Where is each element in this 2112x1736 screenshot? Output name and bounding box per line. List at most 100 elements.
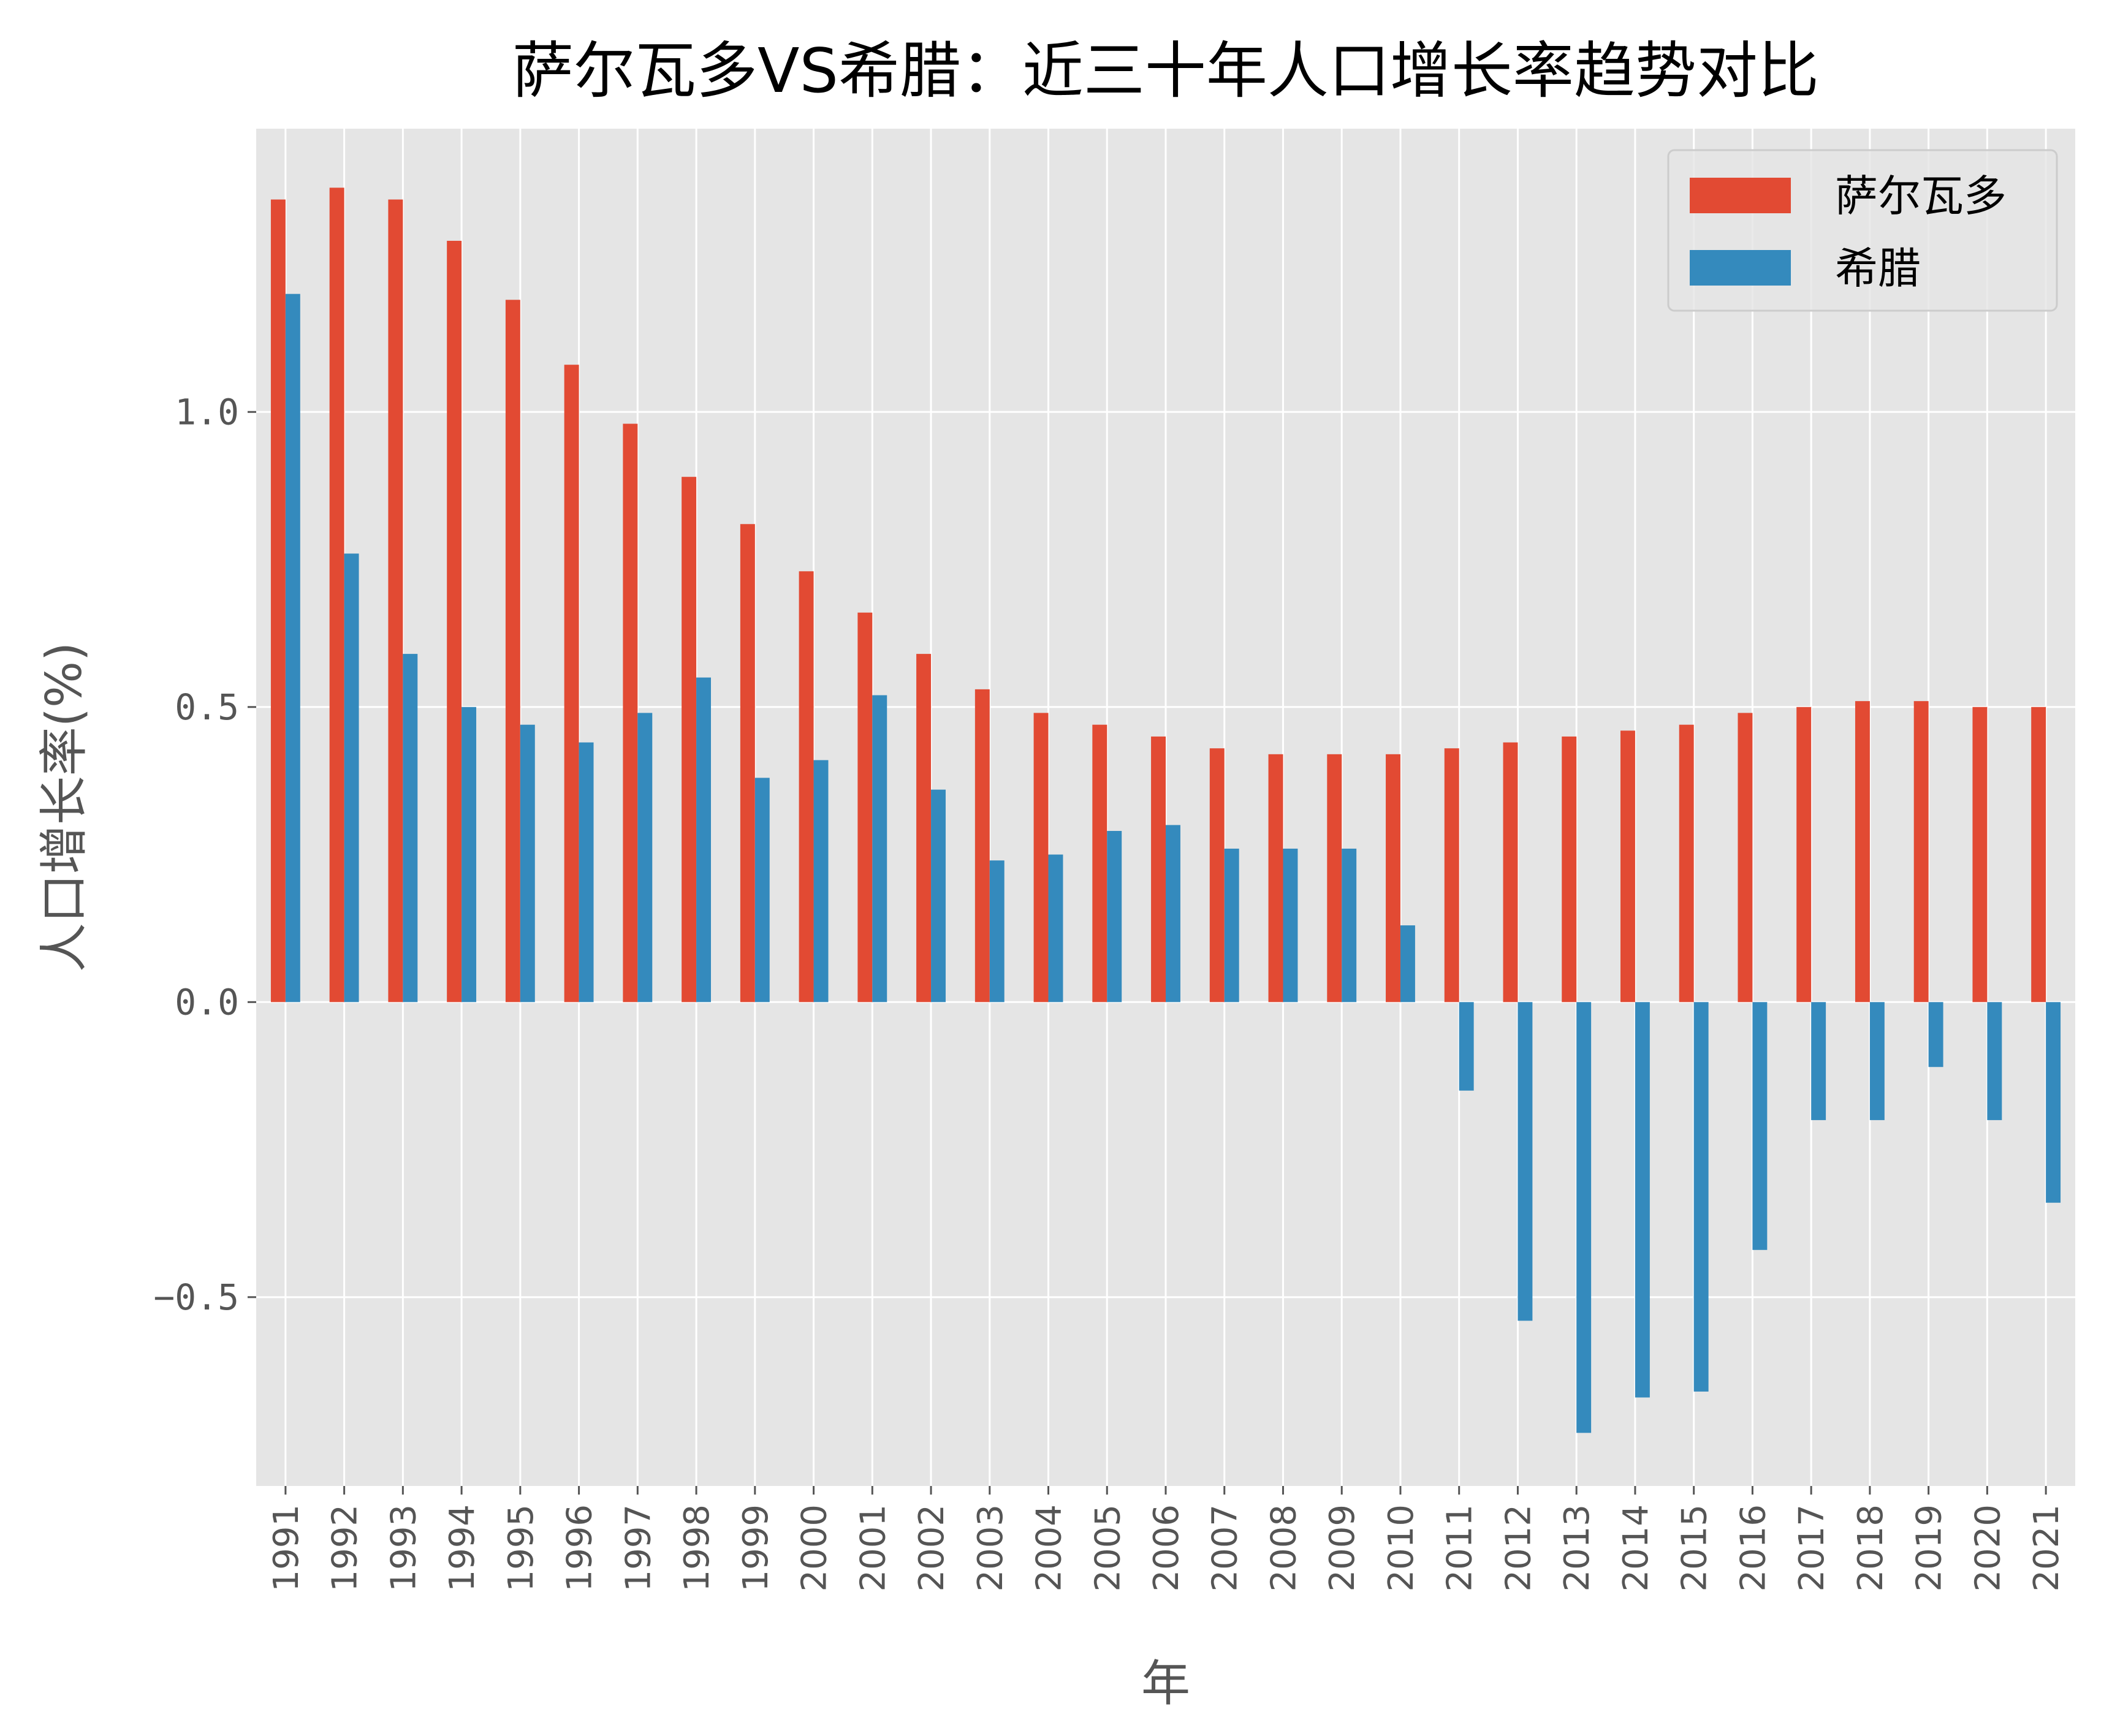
x-tick-label: 2016 xyxy=(1733,1504,1773,1592)
y-tick-label: −0.5 xyxy=(153,1276,239,1318)
legend-swatch-el-salvador xyxy=(1690,178,1791,213)
bar-greece-1996 xyxy=(579,742,594,1003)
bar-greece-2010 xyxy=(1400,925,1415,1003)
bar-greece-2019 xyxy=(1928,1002,1943,1067)
bar-greece-2004 xyxy=(1048,854,1063,1003)
bar-el-salvador-2016 xyxy=(1738,713,1753,1003)
x-tick-label: 2007 xyxy=(1206,1504,1245,1592)
bar-el-salvador-2006 xyxy=(1151,736,1166,1003)
bar-greece-1991 xyxy=(285,294,300,1003)
legend-swatch-greece xyxy=(1690,250,1791,286)
bar-el-salvador-2009 xyxy=(1327,754,1342,1003)
bar-el-salvador-2004 xyxy=(1033,713,1049,1003)
x-tick-label: 2003 xyxy=(971,1504,1011,1592)
bar-el-salvador-1997 xyxy=(623,423,638,1003)
bar-el-salvador-2010 xyxy=(1386,754,1400,1003)
bar-greece-1998 xyxy=(696,677,711,1003)
bar-greece-2007 xyxy=(1224,848,1239,1003)
x-tick-label: 2010 xyxy=(1381,1504,1421,1592)
x-tick-label: 2015 xyxy=(1675,1504,1715,1592)
bar-el-salvador-2017 xyxy=(1796,707,1812,1003)
x-tick-label: 2001 xyxy=(853,1504,893,1592)
bar-greece-2011 xyxy=(1459,1002,1474,1091)
bars xyxy=(270,188,2061,1433)
bar-greece-2013 xyxy=(1576,1002,1592,1433)
bar-el-salvador-1993 xyxy=(388,199,403,1003)
bar-el-salvador-2002 xyxy=(916,654,932,1003)
bar-el-salvador-2005 xyxy=(1092,724,1107,1003)
legend-label-greece: 希腊 xyxy=(1835,243,1921,294)
x-tick-label: 1992 xyxy=(325,1504,365,1592)
bar-greece-2002 xyxy=(931,789,946,1003)
bar-el-salvador-2011 xyxy=(1444,748,1459,1003)
bar-el-salvador-2000 xyxy=(799,571,814,1003)
x-tick-label: 1993 xyxy=(384,1504,424,1592)
x-axis-label: 年 xyxy=(1141,1655,1190,1712)
bar-el-salvador-1996 xyxy=(564,365,579,1003)
x-tick-label: 1998 xyxy=(677,1504,717,1592)
bar-el-salvador-1995 xyxy=(505,300,520,1003)
bar-greece-2021 xyxy=(2046,1002,2061,1203)
y-axis-ticks: −0.5 0.0 0.5 1.0 xyxy=(153,391,256,1318)
y-tick-label: 0.0 xyxy=(175,981,239,1023)
x-tick-label: 2018 xyxy=(1851,1504,1891,1592)
x-tick-label: 2006 xyxy=(1147,1504,1187,1592)
bar-greece-2012 xyxy=(1518,1002,1533,1321)
bar-greece-1992 xyxy=(344,553,359,1003)
x-tick-label: 2005 xyxy=(1088,1504,1128,1592)
bar-greece-2018 xyxy=(1869,1002,1885,1120)
bar-el-salvador-1999 xyxy=(740,524,755,1003)
chart-title: 萨尔瓦多VS希腊：近三十年人口增长率趋势对比 xyxy=(512,35,1819,107)
x-tick-label: 1999 xyxy=(736,1504,776,1592)
x-tick-label: 2000 xyxy=(795,1504,835,1592)
bar-greece-2015 xyxy=(1693,1002,1709,1392)
bar-greece-2005 xyxy=(1107,831,1122,1003)
bar-el-salvador-2007 xyxy=(1209,748,1225,1003)
bar-greece-1997 xyxy=(637,713,653,1003)
x-tick-label: 2008 xyxy=(1264,1504,1304,1592)
bar-el-salvador-2021 xyxy=(2031,707,2046,1003)
x-tick-label: 1995 xyxy=(501,1504,541,1592)
x-tick-label: 2011 xyxy=(1440,1504,1480,1592)
legend-label-el-salvador: 萨尔瓦多 xyxy=(1835,171,2007,221)
x-tick-label: 2017 xyxy=(1792,1504,1832,1592)
bar-el-salvador-1992 xyxy=(329,188,344,1003)
x-tick-label: 1994 xyxy=(443,1504,482,1592)
x-tick-label: 2004 xyxy=(1030,1504,1069,1592)
x-tick-label: 1997 xyxy=(618,1504,658,1592)
bar-el-salvador-2003 xyxy=(974,689,990,1003)
bar-el-salvador-2014 xyxy=(1620,730,1635,1003)
x-tick-label: 2013 xyxy=(1557,1504,1597,1592)
y-tick-label: 1.0 xyxy=(175,391,239,433)
bar-greece-2001 xyxy=(872,695,887,1003)
bar-el-salvador-2018 xyxy=(1855,701,1870,1003)
x-tick-label: 2012 xyxy=(1499,1504,1538,1592)
bar-greece-2008 xyxy=(1283,848,1298,1003)
bar-el-salvador-2012 xyxy=(1503,742,1518,1003)
x-tick-label: 2014 xyxy=(1616,1504,1656,1592)
bar-el-salvador-1998 xyxy=(682,477,697,1003)
bar-el-salvador-1991 xyxy=(270,199,286,1003)
bar-greece-2017 xyxy=(1811,1002,1826,1120)
x-axis-ticks: 1991 1992 1993 1994 1995 1996 1997 1998 1999 2000… xyxy=(267,1486,2067,1592)
bar-el-salvador-2013 xyxy=(1562,736,1577,1003)
bar-greece-2006 xyxy=(1166,825,1180,1003)
legend: 萨尔瓦多 希腊 xyxy=(1667,149,2058,312)
bar-greece-1995 xyxy=(520,724,535,1003)
bar-greece-1999 xyxy=(754,778,770,1003)
bar-el-salvador-2001 xyxy=(857,612,873,1003)
x-tick-label: 2020 xyxy=(1968,1504,2008,1592)
y-axis-label: 人口增长率(%) xyxy=(36,642,93,972)
bar-greece-2003 xyxy=(989,860,1005,1003)
x-tick-label: 1996 xyxy=(560,1504,600,1592)
bar-greece-2000 xyxy=(813,760,829,1003)
x-tick-label: 2009 xyxy=(1323,1504,1362,1592)
bar-el-salvador-2019 xyxy=(1913,701,1929,1003)
bar-greece-2020 xyxy=(1987,1002,2002,1120)
bar-el-salvador-2008 xyxy=(1268,754,1283,1003)
bar-el-salvador-2015 xyxy=(1679,724,1694,1003)
bar-greece-2009 xyxy=(1342,848,1357,1003)
x-tick-label: 2019 xyxy=(1910,1504,1950,1592)
bar-greece-1994 xyxy=(462,707,477,1003)
